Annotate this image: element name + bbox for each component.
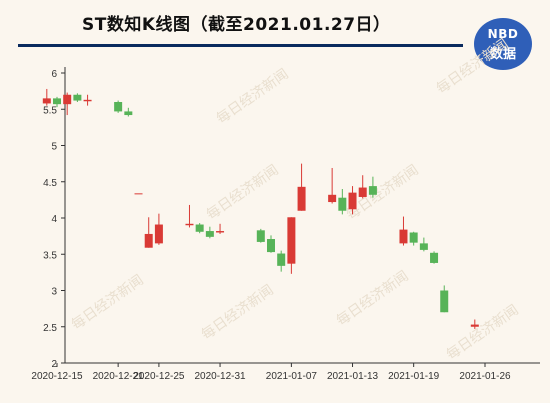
candle-body (216, 231, 225, 233)
y-tick-label: 2 (51, 359, 57, 370)
x-tick-label: 2021-01-26 (459, 371, 511, 382)
x-tick-label: 2021-01-19 (388, 371, 440, 382)
candle-body (267, 239, 275, 253)
candle-body (83, 99, 92, 102)
watermark-text: 每日经济新闻 (199, 282, 277, 343)
candle-body (430, 252, 439, 263)
x-tick-label: 2020-12-31 (194, 371, 246, 382)
chart-header: ST数知K线图（截至2021.01.27日） NBD 数据 (0, 0, 550, 70)
nbd-data-logo: NBD 数据 (474, 18, 532, 70)
x-tick-label: 2021-01-07 (266, 371, 318, 382)
candle-body (277, 253, 286, 266)
y-tick-label: 3.5 (43, 250, 57, 261)
y-tick-label: 4.5 (43, 178, 57, 189)
y-tick-label: 3 (51, 287, 57, 298)
candle-body (144, 233, 153, 248)
watermark-text: 每日经济新闻 (434, 36, 512, 97)
chart-title: ST数知K线图（截至2021.01.27日） (82, 15, 391, 35)
candle-body (63, 94, 72, 105)
candle-body (124, 111, 133, 116)
x-tick-label: 2020-12-21 (93, 371, 145, 382)
candle-body (440, 290, 449, 313)
candle-body (73, 94, 82, 101)
watermark-text: 每日经济新闻 (444, 302, 522, 363)
watermark-text: 每日经济新闻 (334, 268, 412, 329)
candle-body (358, 187, 367, 197)
candle-body (348, 192, 357, 210)
candle-body (338, 197, 347, 211)
candle-body (185, 223, 194, 226)
candle-body (42, 98, 51, 104)
candle-body (419, 243, 428, 250)
y-tick-label: 2.5 (43, 323, 57, 334)
title-underline (18, 44, 463, 47)
watermark-text: 每日经济新闻 (214, 66, 292, 127)
y-tick-label: 6 (51, 69, 57, 80)
x-tick-label: 2020-12-15 (31, 371, 83, 382)
x-tick-label: 2020-12-25 (133, 371, 185, 382)
candle-body (297, 186, 306, 211)
y-tick-label: 5 (51, 142, 57, 153)
candle-body (195, 224, 204, 232)
candle-body (368, 186, 377, 195)
logo-nbd-text: NBD (487, 27, 519, 41)
watermark-text: 每日经济新闻 (69, 272, 147, 333)
y-tick-label: 4 (51, 214, 57, 225)
candle-body (256, 230, 265, 242)
candle-body (328, 194, 337, 203)
candle-body (205, 231, 214, 237)
candle-body (409, 232, 418, 243)
candle-body (287, 217, 296, 264)
candle-body (470, 324, 479, 327)
y-tick-label: 5.5 (43, 105, 57, 116)
candle-body (154, 224, 163, 244)
logo-data-text: 数据 (489, 47, 516, 62)
x-tick-label: 2021-01-13 (327, 371, 379, 382)
candle-body (134, 193, 143, 195)
candle-body (53, 98, 61, 105)
watermark-text: 每日经济新闻 (204, 162, 282, 223)
candle-body (399, 229, 408, 244)
candle-body (114, 102, 123, 112)
